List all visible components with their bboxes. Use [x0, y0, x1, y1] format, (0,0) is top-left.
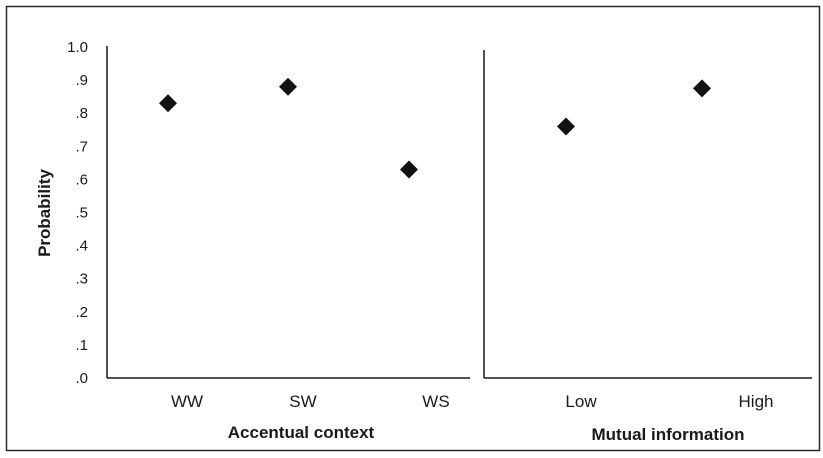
chart-border — [5, 5, 821, 452]
category-labels: WW SW WS Low High — [171, 392, 774, 411]
category-label: WS — [422, 392, 449, 411]
data-point — [557, 117, 575, 136]
y-tick-label: 1.0 — [67, 39, 88, 56]
y-tick-label: .5 — [75, 205, 88, 222]
data-point — [693, 79, 711, 98]
axes — [106, 46, 812, 379]
x-axis-title-accentual: Accentual context — [228, 423, 375, 442]
y-tick-label: .8 — [75, 105, 88, 122]
y-tick-labels: .0 .1 .2 .3 .4 .5 .6 .7 .8 .9 1.0 — [67, 39, 88, 387]
data-points — [159, 77, 711, 179]
y-tick-label: .7 — [75, 138, 88, 155]
y-tick-label: .3 — [75, 271, 88, 288]
y-tick-label: .4 — [75, 238, 88, 255]
y-tick-label: .2 — [75, 304, 88, 321]
data-point — [159, 94, 177, 113]
category-label: SW — [289, 392, 316, 411]
data-point — [400, 160, 418, 179]
category-label: Low — [565, 392, 597, 411]
data-point — [279, 77, 297, 96]
y-tick-label: .9 — [75, 72, 88, 89]
x-axis-title-mutual: Mutual information — [592, 425, 745, 444]
y-axis-title: Probability — [35, 169, 54, 257]
category-label: High — [739, 392, 774, 411]
y-tick-label: .6 — [75, 171, 88, 188]
y-tick-label: .1 — [75, 337, 88, 354]
y-tick-label: .0 — [75, 370, 88, 387]
category-label: WW — [171, 392, 203, 411]
